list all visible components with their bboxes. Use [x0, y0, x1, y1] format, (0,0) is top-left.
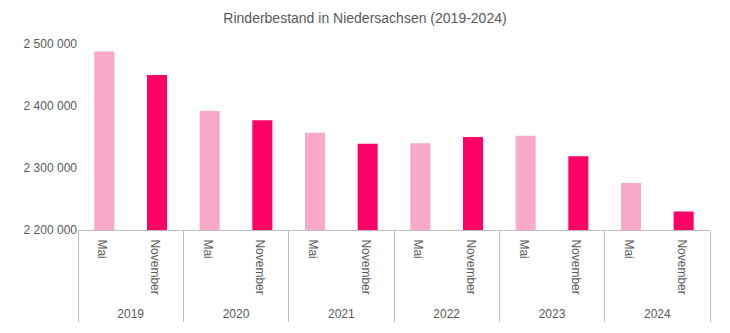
svg-text:Mai: Mai	[306, 239, 320, 258]
svg-text:2 500 000: 2 500 000	[24, 37, 78, 51]
svg-text:November: November	[675, 239, 689, 294]
svg-text:2019: 2019	[117, 307, 144, 321]
svg-text:Rinderbestand in Niedersachsen: Rinderbestand in Niedersachsen (2019-202…	[223, 10, 506, 26]
svg-text:2020: 2020	[223, 307, 250, 321]
svg-text:November: November	[148, 239, 162, 294]
svg-text:November: November	[253, 239, 267, 294]
svg-text:Mai: Mai	[201, 239, 215, 258]
svg-text:2021: 2021	[328, 307, 355, 321]
svg-text:November: November	[464, 239, 478, 294]
svg-text:Mai: Mai	[517, 239, 531, 258]
svg-text:2023: 2023	[539, 307, 566, 321]
svg-text:November: November	[569, 239, 583, 294]
svg-text:2024: 2024	[644, 307, 671, 321]
svg-text:2022: 2022	[433, 307, 460, 321]
svg-text:Mai: Mai	[411, 239, 425, 258]
svg-text:2 400 000: 2 400 000	[24, 99, 78, 113]
svg-text:Mai: Mai	[95, 239, 109, 258]
svg-text:November: November	[359, 239, 373, 294]
svg-text:2 200 000: 2 200 000	[24, 223, 78, 237]
svg-text:Mai: Mai	[622, 239, 636, 258]
svg-text:2 300 000: 2 300 000	[24, 161, 78, 175]
